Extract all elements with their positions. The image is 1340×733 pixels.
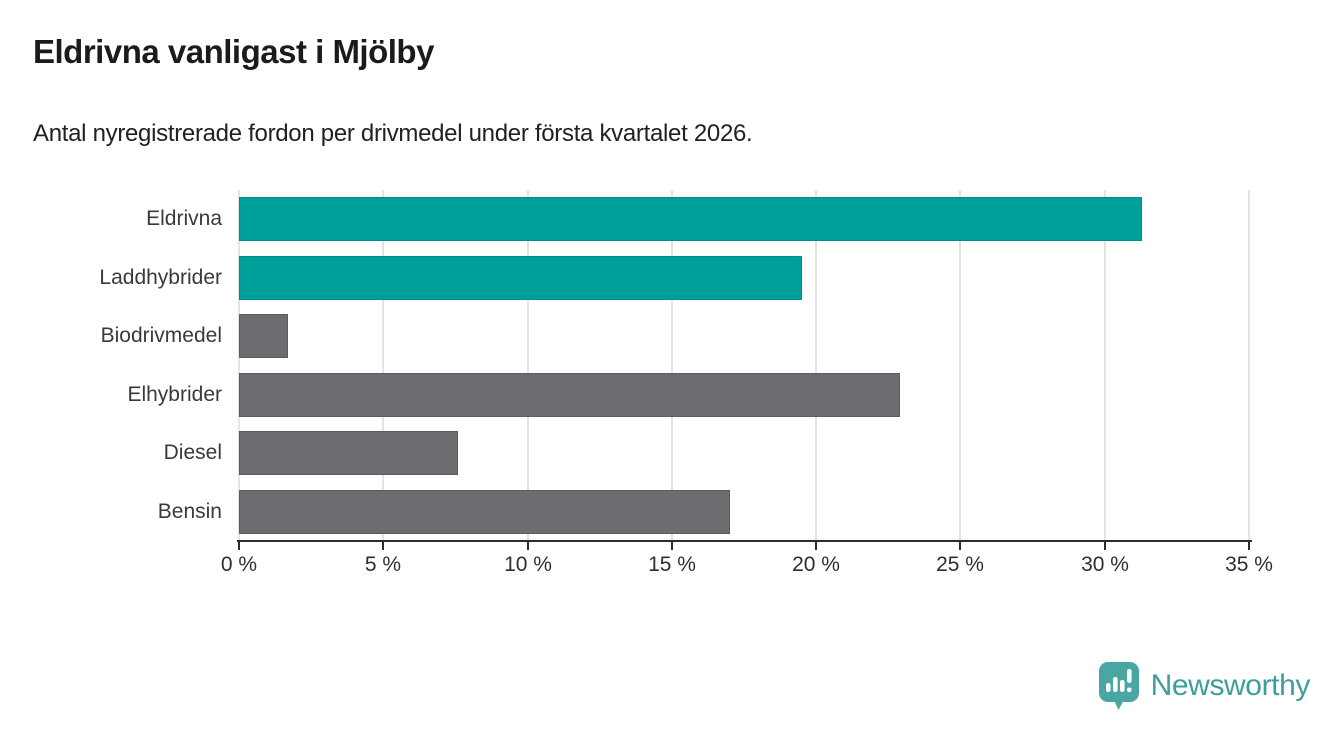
bar-bensin — [239, 489, 730, 534]
x-axis-tick — [527, 542, 529, 550]
bar-laddhybrider — [239, 255, 802, 300]
gridline — [959, 190, 961, 541]
x-axis-tick — [1248, 542, 1250, 550]
x-axis-tick-label: 25 % — [936, 553, 984, 576]
gridline — [671, 190, 673, 541]
gridline — [815, 190, 817, 541]
page-subtitle: Antal nyregistrerade fordon per drivmede… — [33, 120, 753, 147]
bar-diesel — [239, 431, 458, 476]
x-axis-tick — [815, 542, 817, 550]
x-axis-line — [237, 540, 1252, 542]
category-label: Bensin — [157, 499, 222, 523]
gridline — [1104, 190, 1106, 541]
bar-eldrivna — [239, 197, 1142, 242]
x-axis-tick-label: 15 % — [648, 553, 696, 576]
y-axis-category-labels: Eldrivna Laddhybrider Biodrivmedel Elhybrid… — [0, 190, 222, 541]
x-axis-tick-label: 20 % — [792, 553, 840, 576]
x-axis-tick — [671, 542, 673, 550]
bar-biodrivmedel — [239, 314, 288, 359]
newsworthy-logo: Newsworthy — [1096, 660, 1310, 712]
bar-elhybrider — [239, 372, 900, 417]
x-axis-tick — [382, 542, 384, 550]
x-axis-tick-label: 5 % — [364, 553, 402, 576]
category-label: Diesel — [163, 441, 222, 465]
category-label: Biodrivmedel — [100, 324, 222, 348]
x-axis-tick — [238, 542, 240, 550]
x-axis-tick — [959, 542, 961, 550]
gridline — [382, 190, 384, 541]
newsworthy-logo-icon — [1096, 660, 1142, 712]
gridline — [527, 190, 529, 541]
category-label: Laddhybrider — [99, 265, 222, 289]
newsworthy-brand-text: Newsworthy — [1150, 669, 1311, 702]
x-axis-tick-label: 35 % — [1225, 553, 1273, 576]
plot-area — [238, 190, 1250, 541]
gridline — [1248, 190, 1250, 541]
x-axis-tick-label: 30 % — [1081, 553, 1129, 576]
x-axis-tick-label: 10 % — [504, 553, 552, 576]
gridline — [238, 190, 240, 541]
x-axis-tick — [1104, 542, 1106, 550]
category-label: Eldrivna — [146, 207, 222, 231]
category-label: Elhybrider — [127, 382, 222, 406]
page-title: Eldrivna vanligast i Mjölby — [33, 33, 434, 70]
x-axis-tick-label: 0 % — [220, 553, 258, 576]
